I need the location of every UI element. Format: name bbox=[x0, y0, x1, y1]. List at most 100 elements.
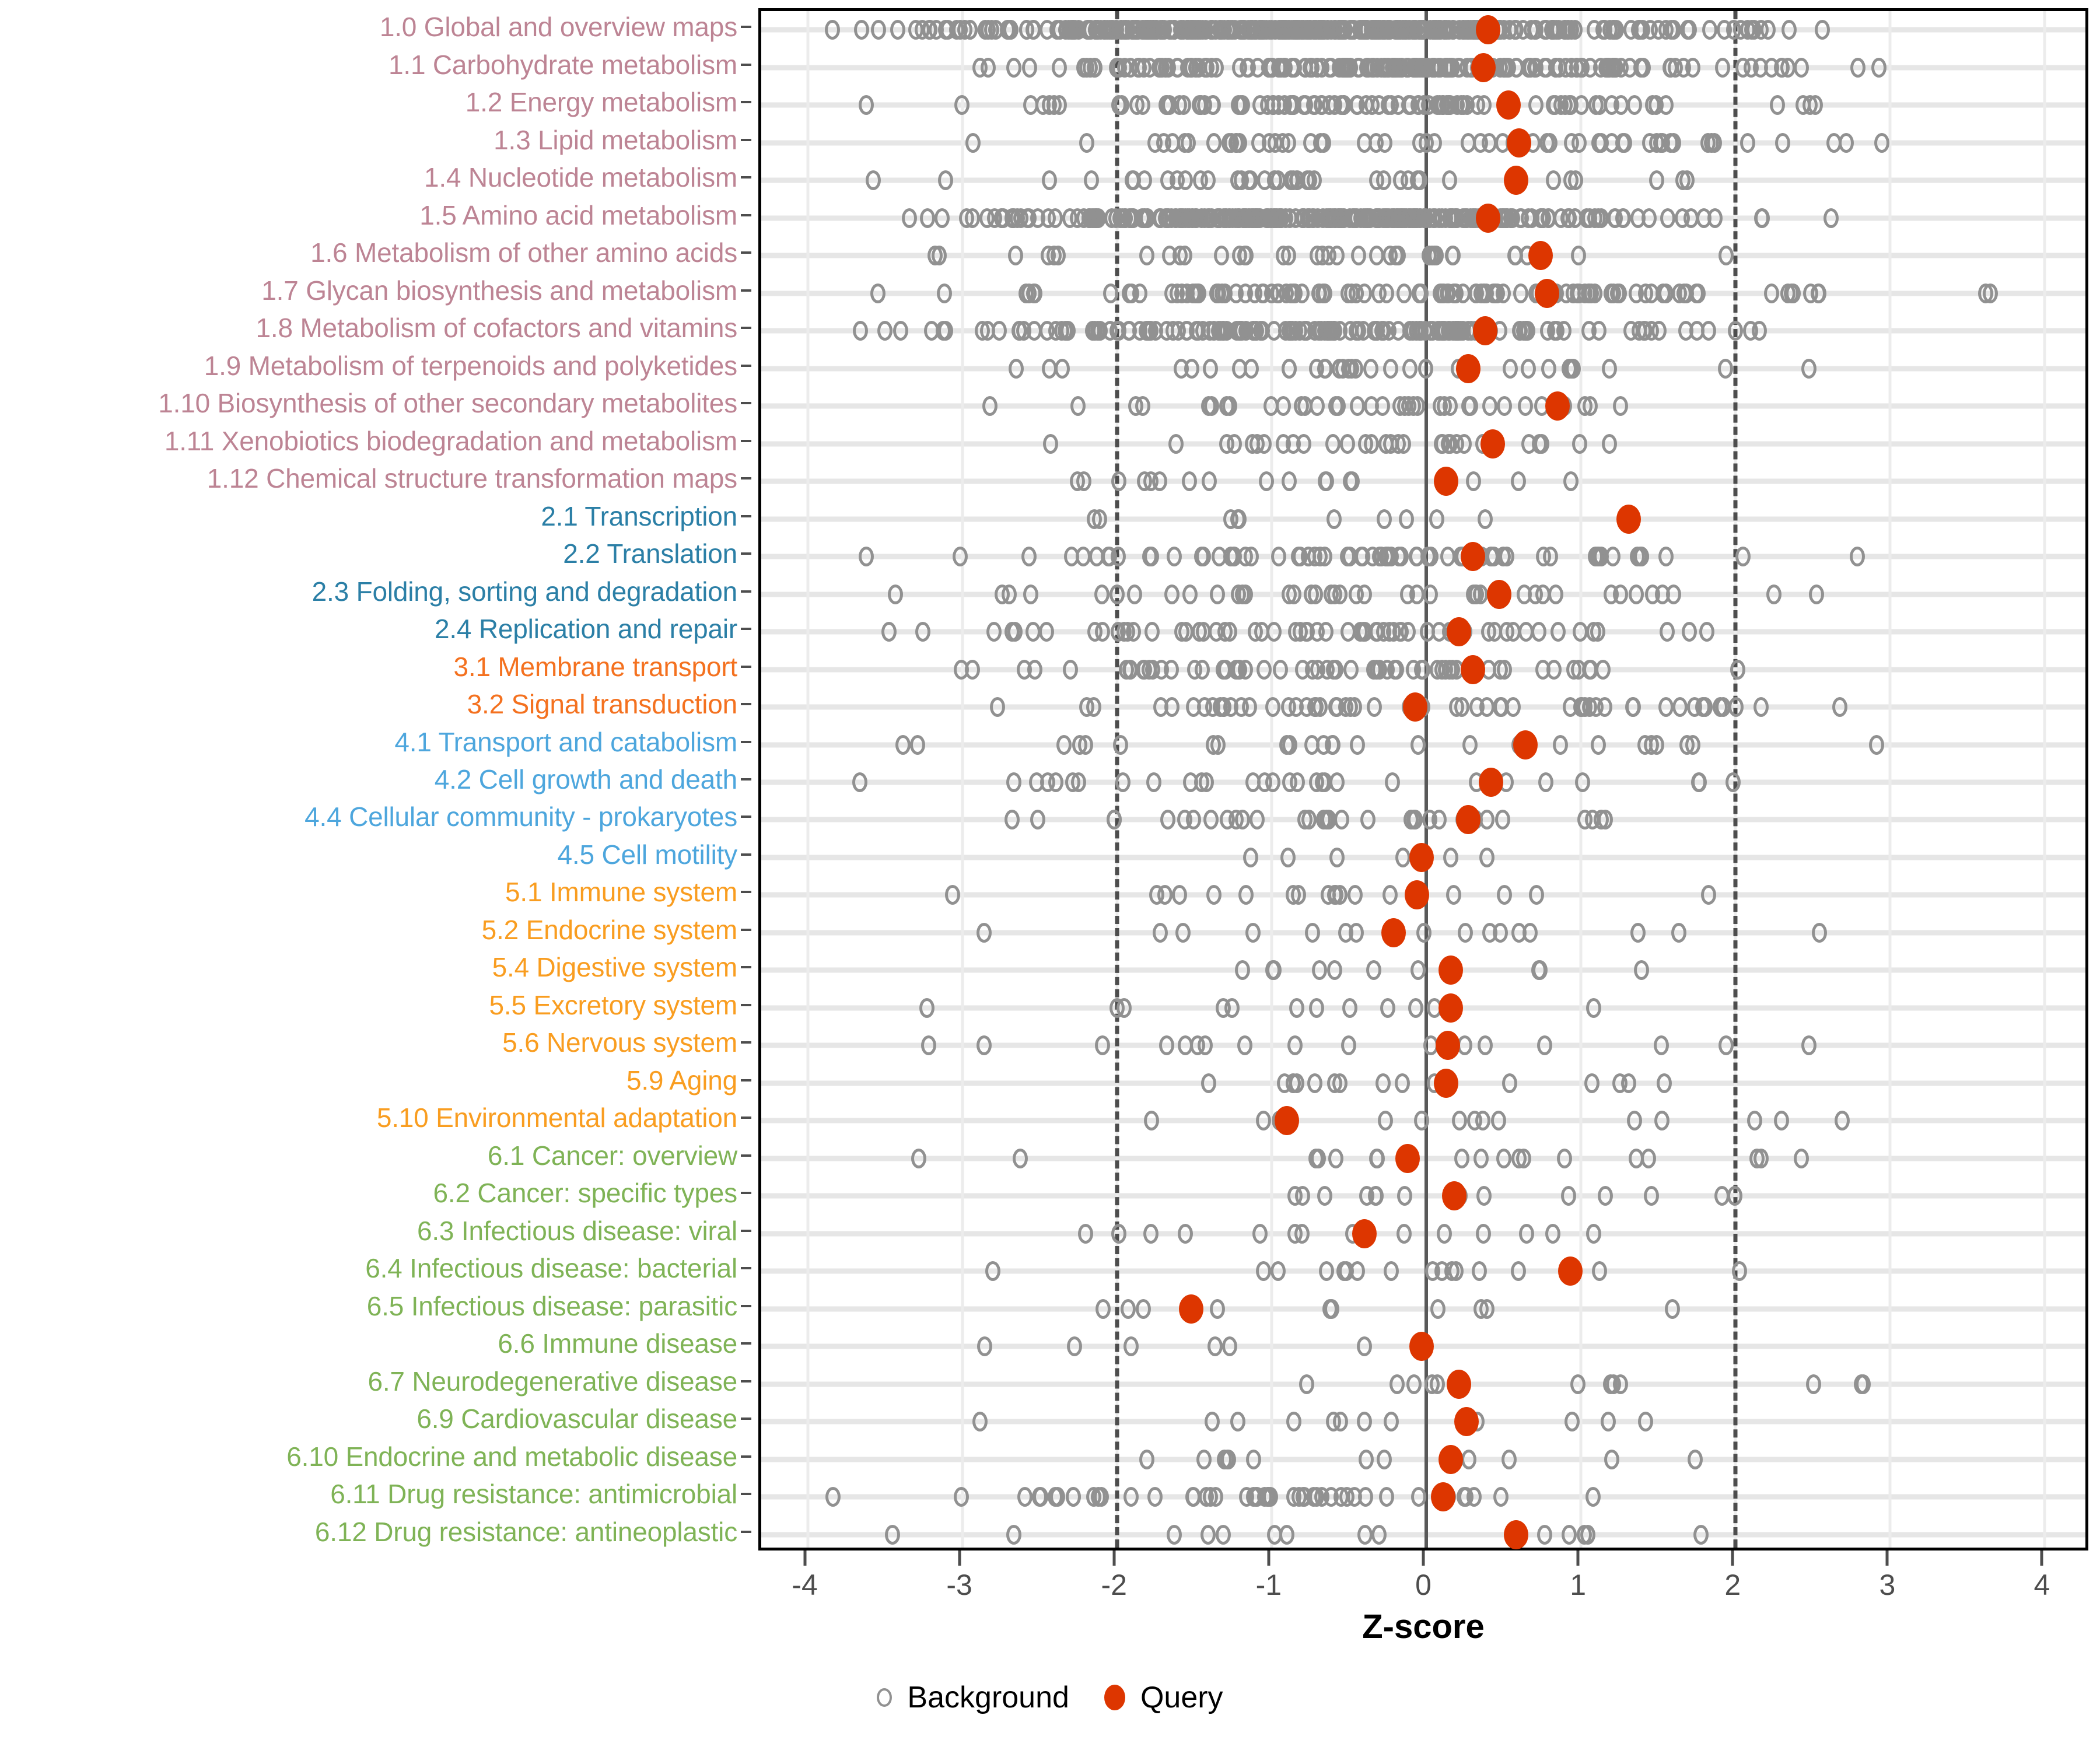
background-point bbox=[1342, 998, 1358, 1018]
background-point bbox=[1429, 20, 1444, 40]
background-point bbox=[1270, 1261, 1286, 1282]
background-point bbox=[1309, 358, 1325, 379]
background-point bbox=[1144, 547, 1160, 567]
background-point bbox=[1803, 95, 1818, 116]
query-point[interactable] bbox=[1507, 128, 1532, 158]
background-point bbox=[1256, 170, 1272, 191]
query-point[interactable] bbox=[1395, 1143, 1420, 1173]
query-point[interactable] bbox=[1409, 1332, 1434, 1362]
background-point bbox=[1184, 358, 1199, 379]
query-point[interactable] bbox=[1179, 1294, 1204, 1324]
legend-label-query: Query bbox=[1140, 1681, 1223, 1714]
background-point bbox=[1175, 922, 1191, 943]
legend-item-background[interactable]: Background bbox=[877, 1680, 1069, 1715]
query-point[interactable] bbox=[1455, 805, 1480, 835]
background-point bbox=[1604, 132, 1620, 153]
background-point bbox=[892, 321, 908, 341]
background-point bbox=[1651, 20, 1667, 40]
query-point[interactable] bbox=[1455, 354, 1480, 383]
background-point bbox=[1326, 509, 1342, 529]
background-point bbox=[1483, 547, 1499, 567]
background-point bbox=[1401, 622, 1416, 642]
category-label: 5.9 Aging bbox=[626, 1065, 737, 1096]
background-point bbox=[1783, 283, 1799, 303]
background-point bbox=[1695, 697, 1711, 718]
query-point[interactable] bbox=[1405, 880, 1430, 910]
query-point[interactable] bbox=[1496, 90, 1521, 120]
background-point bbox=[1309, 622, 1325, 642]
background-point bbox=[937, 170, 953, 191]
background-point bbox=[1040, 772, 1056, 792]
background-point bbox=[1006, 1524, 1022, 1545]
query-point[interactable] bbox=[1460, 654, 1485, 684]
query-point[interactable] bbox=[1446, 617, 1471, 647]
background-point bbox=[986, 622, 1002, 642]
query-point[interactable] bbox=[1534, 278, 1559, 308]
query-point[interactable] bbox=[1528, 241, 1553, 271]
query-point[interactable] bbox=[1471, 52, 1496, 82]
query-point[interactable] bbox=[1403, 692, 1428, 722]
background-point bbox=[1469, 283, 1485, 303]
background-point bbox=[895, 734, 911, 755]
query-point[interactable] bbox=[1503, 166, 1528, 195]
query-point[interactable] bbox=[1438, 1444, 1464, 1474]
background-point bbox=[1473, 584, 1489, 604]
background-point bbox=[1350, 396, 1366, 416]
query-point[interactable] bbox=[1480, 429, 1505, 459]
background-point bbox=[1493, 1487, 1508, 1507]
legend-item-query[interactable]: Query bbox=[1104, 1680, 1223, 1715]
query-point[interactable] bbox=[1438, 956, 1464, 985]
background-point bbox=[1537, 1524, 1553, 1545]
query-point[interactable] bbox=[1454, 1407, 1479, 1437]
query-point[interactable] bbox=[1479, 768, 1504, 797]
background-point bbox=[1442, 321, 1458, 341]
row-gridline bbox=[761, 779, 2085, 785]
category-tick bbox=[741, 1455, 751, 1458]
background-point bbox=[936, 283, 952, 303]
background-point bbox=[1510, 471, 1526, 492]
background-point bbox=[1218, 208, 1234, 228]
query-point[interactable] bbox=[1486, 579, 1511, 609]
query-point[interactable] bbox=[1434, 1068, 1459, 1098]
query-point[interactable] bbox=[1446, 1369, 1471, 1399]
background-point bbox=[1112, 734, 1128, 755]
query-point[interactable] bbox=[1275, 1106, 1300, 1136]
row-gridline bbox=[761, 1193, 2085, 1199]
query-point[interactable] bbox=[1545, 391, 1570, 421]
background-point bbox=[1237, 1035, 1253, 1056]
query-point[interactable] bbox=[1503, 1520, 1528, 1549]
query-point[interactable] bbox=[1513, 730, 1538, 760]
query-point[interactable] bbox=[1436, 1031, 1461, 1060]
category-tick bbox=[741, 289, 751, 292]
category-label: 6.6 Immune disease bbox=[498, 1328, 737, 1359]
background-point bbox=[1550, 622, 1566, 642]
query-point[interactable] bbox=[1476, 203, 1501, 233]
query-point[interactable] bbox=[1438, 993, 1464, 1023]
query-point[interactable] bbox=[1409, 842, 1434, 872]
query-point[interactable] bbox=[1476, 15, 1501, 45]
background-point bbox=[1612, 396, 1628, 416]
background-point bbox=[1102, 283, 1118, 303]
query-point[interactable] bbox=[1472, 316, 1497, 346]
background-point bbox=[1336, 208, 1352, 228]
query-point[interactable] bbox=[1434, 467, 1459, 496]
background-point bbox=[1123, 1336, 1139, 1357]
background-point bbox=[1007, 246, 1023, 266]
background-point bbox=[1718, 358, 1734, 379]
background-point bbox=[1030, 810, 1046, 830]
query-point[interactable] bbox=[1460, 542, 1485, 572]
query-point[interactable] bbox=[1381, 918, 1406, 947]
query-point[interactable] bbox=[1352, 1219, 1377, 1248]
background-point bbox=[1052, 20, 1068, 40]
background-point bbox=[1562, 1524, 1577, 1545]
query-point[interactable] bbox=[1558, 1256, 1583, 1286]
x-tick-label: -3 bbox=[946, 1569, 972, 1601]
background-point bbox=[1805, 1374, 1821, 1394]
query-point[interactable] bbox=[1441, 1181, 1466, 1211]
query-point[interactable] bbox=[1431, 1482, 1456, 1512]
background-point bbox=[1409, 208, 1425, 228]
query-point[interactable] bbox=[1616, 504, 1642, 534]
x-gridline bbox=[961, 11, 964, 1548]
background-point bbox=[1120, 1298, 1136, 1319]
background-point bbox=[1578, 208, 1594, 228]
